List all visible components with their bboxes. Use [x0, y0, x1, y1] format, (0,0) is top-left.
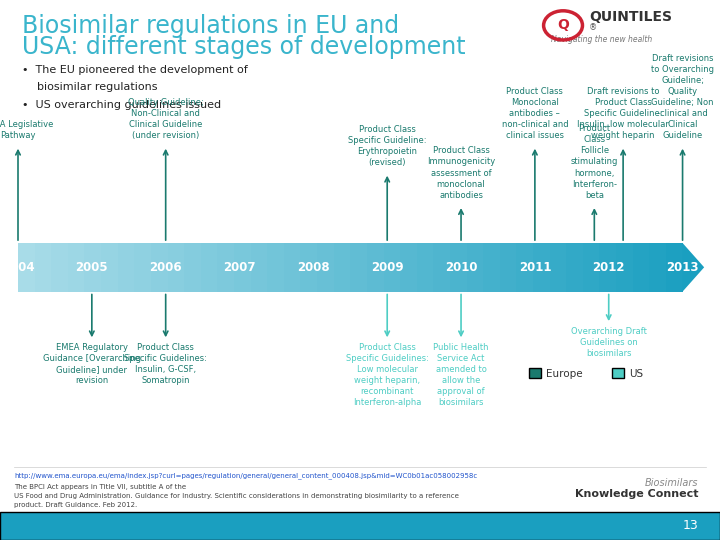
Text: Product Class
Specific Guideline:
Erythropoietin
(revised): Product Class Specific Guideline: Erythr…: [348, 125, 426, 167]
Polygon shape: [367, 243, 384, 292]
Text: 2004: 2004: [1, 261, 35, 274]
Polygon shape: [450, 243, 467, 292]
Text: Product Class
Specific Guidelines:
Insulin, G-CSF,
Somatropin: Product Class Specific Guidelines: Insul…: [125, 343, 207, 385]
Text: Biosimilar regulations in EU and: Biosimilar regulations in EU and: [22, 14, 399, 37]
Polygon shape: [151, 243, 168, 292]
Polygon shape: [566, 243, 583, 292]
Text: •  The EU pioneered the development of: • The EU pioneered the development of: [22, 65, 248, 75]
Polygon shape: [633, 243, 649, 292]
Polygon shape: [217, 243, 234, 292]
Text: 2006: 2006: [149, 261, 182, 274]
Text: biosimilar regulations: biosimilar regulations: [37, 82, 158, 92]
Text: product. Draft Guidance. Feb 2012.: product. Draft Guidance. Feb 2012.: [14, 502, 138, 508]
Polygon shape: [51, 243, 68, 292]
Polygon shape: [168, 243, 184, 292]
Text: 2010: 2010: [445, 261, 477, 274]
Polygon shape: [583, 243, 600, 292]
Text: •  US overarching guidelines issued: • US overarching guidelines issued: [22, 100, 221, 110]
Text: Draft revisions
to Overarching
Guideline;
Quality
Guideline; Non
-clinical and
C: Draft revisions to Overarching Guideline…: [651, 53, 714, 140]
Polygon shape: [616, 243, 633, 292]
Text: Product Class
Immunogenicity
assessment of
monoclonal
antibodies: Product Class Immunogenicity assessment …: [427, 146, 495, 200]
Polygon shape: [333, 243, 350, 292]
Polygon shape: [84, 243, 101, 292]
Polygon shape: [666, 243, 683, 292]
Text: 2012: 2012: [593, 261, 625, 274]
Polygon shape: [201, 243, 217, 292]
Polygon shape: [533, 243, 549, 292]
FancyBboxPatch shape: [612, 368, 624, 378]
Text: ®: ®: [589, 24, 597, 32]
Polygon shape: [433, 243, 450, 292]
Polygon shape: [251, 243, 267, 292]
Text: Product Class
Specific Guidelines:
Low molecular
weight heparin,
recombinant
Int: Product Class Specific Guidelines: Low m…: [346, 343, 428, 407]
Text: Navigating the new health: Navigating the new health: [551, 35, 652, 44]
Text: 13: 13: [683, 519, 698, 532]
Text: Q: Q: [557, 18, 569, 32]
Polygon shape: [516, 243, 533, 292]
Polygon shape: [417, 243, 433, 292]
Polygon shape: [101, 243, 117, 292]
Polygon shape: [350, 243, 367, 292]
Polygon shape: [384, 243, 400, 292]
FancyBboxPatch shape: [529, 368, 541, 378]
Text: 2008: 2008: [297, 261, 330, 274]
Text: http://www.ema.europa.eu/ema/index.jsp?curl=pages/regulation/general/general_con: http://www.ema.europa.eu/ema/index.jsp?c…: [14, 472, 477, 480]
Polygon shape: [234, 243, 251, 292]
Polygon shape: [68, 243, 84, 292]
Text: USA: different stages of development: USA: different stages of development: [22, 35, 465, 59]
Text: US Food and Drug Administration. Guidance for Industry. Scientific consideration: US Food and Drug Administration. Guidanc…: [14, 493, 459, 499]
Text: 2009: 2009: [371, 261, 403, 274]
Text: QUINTILES: QUINTILES: [589, 10, 672, 24]
Polygon shape: [317, 243, 333, 292]
Polygon shape: [649, 243, 666, 292]
Text: EMEA Legislative
Pathway: EMEA Legislative Pathway: [0, 120, 54, 140]
Polygon shape: [483, 243, 500, 292]
FancyBboxPatch shape: [0, 512, 720, 540]
Polygon shape: [18, 243, 35, 292]
Polygon shape: [500, 243, 516, 292]
Text: 2007: 2007: [223, 261, 256, 274]
Text: Overarching Draft
Guidelines on
biosimilars: Overarching Draft Guidelines on biosimil…: [571, 327, 647, 358]
Text: The BPCI Act appears in Title VII, subtitle A of the: The BPCI Act appears in Title VII, subti…: [14, 484, 189, 490]
Text: US: US: [629, 369, 644, 379]
Polygon shape: [549, 243, 566, 292]
Polygon shape: [35, 243, 51, 292]
Text: Europe: Europe: [546, 369, 583, 379]
Text: Public Health
Service Act
amended to
allow the
approval of
biosimilars: Public Health Service Act amended to all…: [433, 343, 489, 407]
Text: Biosimilars: Biosimilars: [645, 478, 698, 488]
Polygon shape: [135, 243, 151, 292]
Polygon shape: [117, 243, 135, 292]
Text: 2005: 2005: [76, 261, 108, 274]
Polygon shape: [300, 243, 317, 292]
Text: EMEA Regulatory
Guidance [Overarching
Guideline] under
revision: EMEA Regulatory Guidance [Overarching Gu…: [42, 343, 141, 385]
Polygon shape: [683, 243, 704, 292]
Text: 2011: 2011: [518, 261, 551, 274]
Polygon shape: [184, 243, 201, 292]
Text: Product Class
Monoclonal
antibodies –
non-clinical and
clinical issues: Product Class Monoclonal antibodies – no…: [502, 87, 568, 140]
Polygon shape: [467, 243, 483, 292]
Text: Draft revisions to
Product Class
Specific Guideline:
Insulin, low molecular
weig: Draft revisions to Product Class Specifi…: [577, 87, 669, 140]
Text: Product
Class
Follicle
stimulating
hormone,
Interferon-
beta: Product Class Follicle stimulating hormo…: [571, 124, 618, 200]
Polygon shape: [400, 243, 417, 292]
Polygon shape: [284, 243, 300, 292]
Polygon shape: [600, 243, 616, 292]
Text: 2013: 2013: [666, 261, 699, 274]
Text: Quality Guideline;
Non-Clinical and
Clinical Guideline
(under revision): Quality Guideline; Non-Clinical and Clin…: [128, 98, 204, 140]
Text: Knowledge Connect: Knowledge Connect: [575, 489, 698, 499]
Polygon shape: [267, 243, 284, 292]
